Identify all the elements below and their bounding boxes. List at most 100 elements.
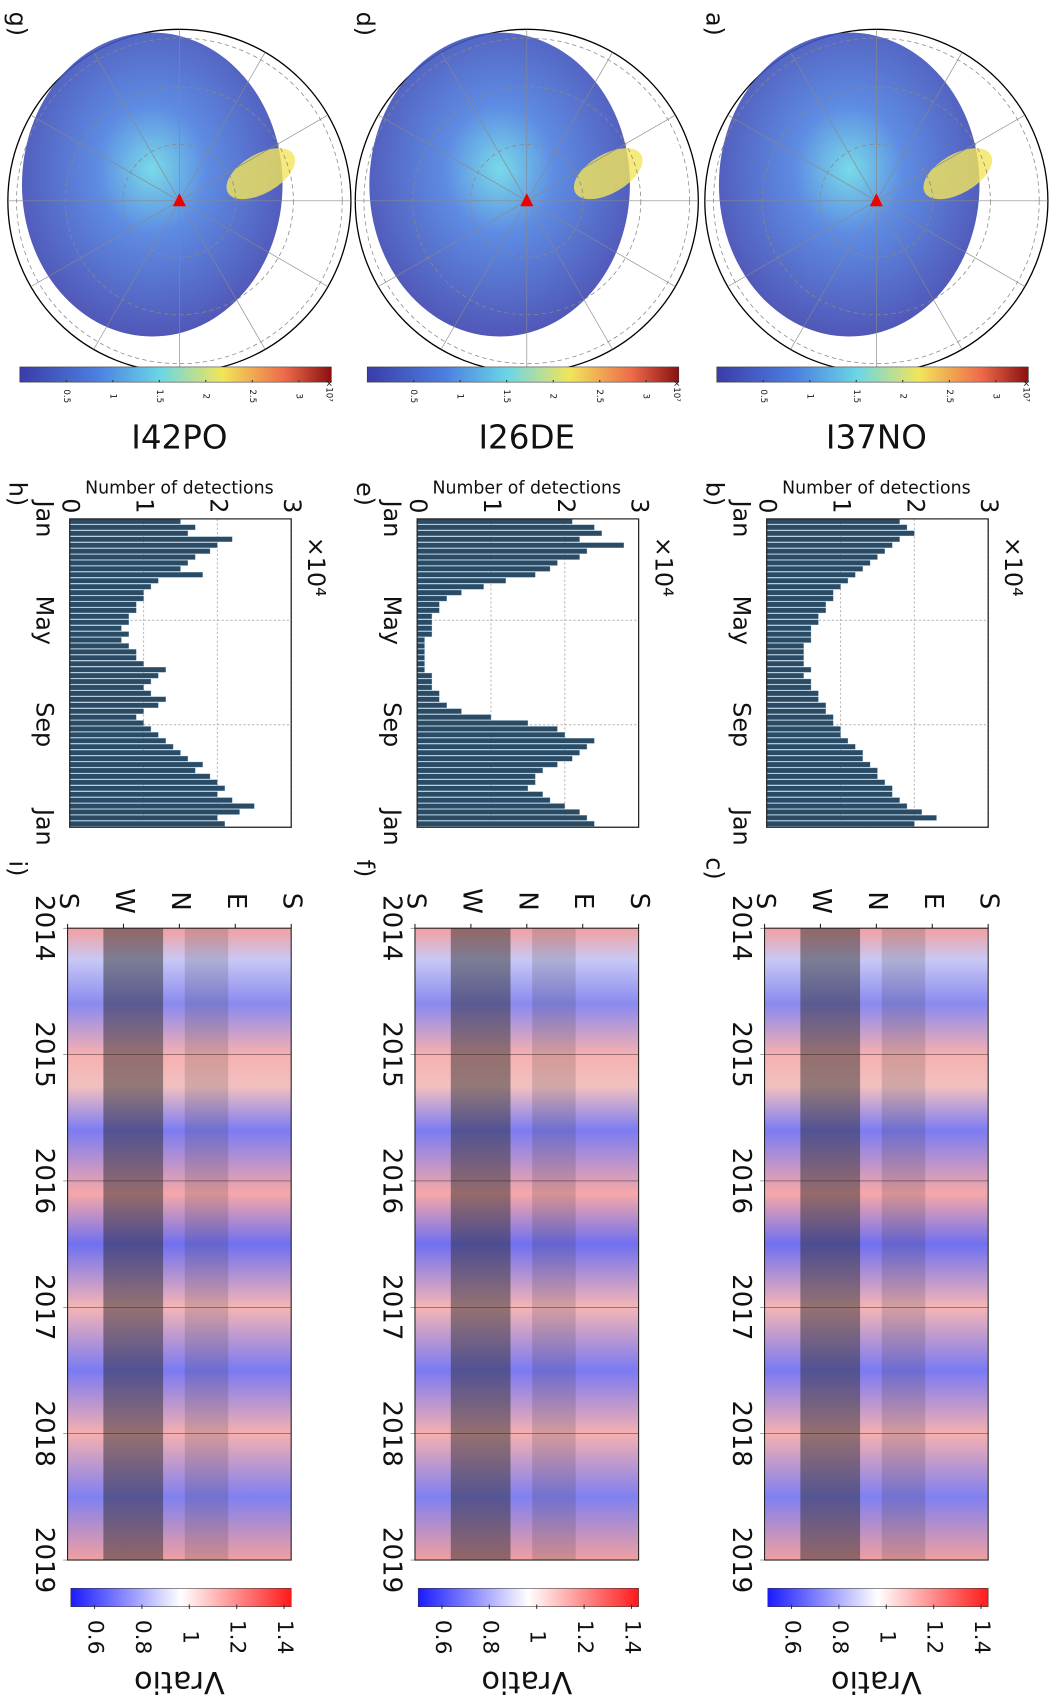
bar — [416, 643, 425, 649]
map-colorbar — [19, 366, 332, 383]
bar — [416, 583, 484, 590]
y-tick-label: 2019 — [29, 1527, 59, 1593]
bar — [416, 773, 536, 780]
y-tick-label: 2016 — [726, 1148, 756, 1214]
bar — [69, 625, 122, 631]
bar — [766, 761, 871, 768]
y-tick-label: 2015 — [726, 1021, 756, 1087]
bar — [766, 554, 878, 560]
x-tick-label: Jan — [728, 807, 756, 846]
colorbar-tick-label: 0.5 — [408, 389, 418, 403]
y-tick-label: 2019 — [726, 1527, 756, 1593]
bar — [766, 767, 878, 774]
bar — [416, 607, 440, 614]
bar — [69, 767, 196, 774]
bar — [416, 542, 625, 548]
x-tick-label: S — [750, 893, 780, 910]
colorbar-tick-label: 0.5 — [758, 389, 768, 403]
panel-label: f) — [351, 860, 379, 878]
bar — [766, 631, 812, 637]
x-tick-label: E — [568, 893, 598, 909]
colorbar-tick-label: 2 — [200, 393, 210, 399]
x-tick-label: Jan — [728, 499, 756, 538]
multiplier: ×10⁴ — [302, 537, 330, 597]
panel-label: e) — [351, 482, 379, 506]
heatmap — [763, 927, 989, 1561]
bar — [766, 750, 863, 756]
bar — [766, 589, 834, 596]
y-axis-label: Number of detections — [782, 479, 971, 499]
bar — [766, 542, 893, 548]
bar — [69, 755, 189, 762]
bar — [416, 637, 425, 643]
bar — [416, 702, 447, 708]
bar — [766, 578, 849, 584]
detections-band — [881, 928, 926, 1561]
bar — [416, 595, 447, 602]
y-tick-label: 2017 — [377, 1274, 407, 1340]
plot-frame — [766, 518, 989, 828]
bar — [766, 655, 804, 661]
detections-band — [532, 928, 576, 1561]
colorbar-multiplier: ×10⁷ — [671, 380, 681, 402]
bar — [766, 566, 863, 572]
bar — [416, 744, 588, 750]
bar — [69, 779, 218, 786]
y-tick-label: 0 — [57, 498, 85, 513]
x-tick-label: W — [806, 888, 836, 914]
colorbar-tick-label: 1 — [804, 393, 814, 399]
colorbar-tick-label: 1.2 — [225, 1620, 250, 1655]
bar — [69, 613, 129, 619]
panel-label: g) — [4, 12, 32, 36]
panel-label: b) — [701, 482, 729, 506]
bar — [766, 744, 856, 750]
y-tick-label: 2017 — [726, 1274, 756, 1340]
bar — [766, 815, 937, 821]
colorbar-label: Vratio — [481, 1664, 572, 1699]
x-tick-label: S — [624, 893, 654, 910]
bar — [69, 572, 203, 578]
colorbar — [417, 1587, 639, 1607]
bar — [69, 750, 181, 756]
bar — [766, 773, 878, 780]
bar — [416, 672, 433, 679]
bar — [69, 726, 152, 732]
station-marker — [869, 193, 883, 207]
bar — [416, 797, 551, 803]
bar — [766, 613, 819, 619]
panel: d) 0.5 1 1.5 2 2.5 3 ×10⁷ I26DE — [351, 12, 699, 457]
multiplier: ×10⁴ — [999, 537, 1027, 597]
detections-band — [184, 928, 229, 1561]
colorbar — [70, 1587, 292, 1607]
x-tick-label: W — [456, 888, 486, 914]
colorbar-tick-label: 2.5 — [594, 389, 604, 403]
bar — [766, 524, 908, 531]
bar — [766, 607, 826, 614]
bar — [766, 643, 804, 649]
bar — [416, 554, 580, 560]
bar — [69, 607, 137, 614]
bar — [69, 560, 189, 566]
bar — [416, 726, 558, 732]
bar — [416, 518, 573, 525]
colorbar-tick-label: 0.8 — [477, 1620, 502, 1655]
map-land — [369, 32, 630, 337]
panel-label: i) — [4, 861, 32, 877]
bar — [416, 548, 588, 554]
y-tick-label: 2018 — [377, 1401, 407, 1467]
colorbar-tick-label: 2 — [897, 393, 907, 399]
panel: g) 0.5 1 1.5 2 2.5 3 ×10⁷ I42PO — [4, 12, 352, 457]
bar — [69, 702, 159, 708]
bar — [69, 797, 233, 803]
x-tick-label: Jan — [31, 807, 59, 846]
panel-label: c) — [701, 857, 729, 879]
bar — [69, 601, 137, 608]
colorbar-tick-label: 0.6 — [430, 1620, 455, 1655]
bar — [69, 566, 181, 572]
bar — [69, 785, 225, 791]
colorbar-label: Vratio — [134, 1664, 225, 1699]
y-tick-label: 2015 — [29, 1021, 59, 1087]
